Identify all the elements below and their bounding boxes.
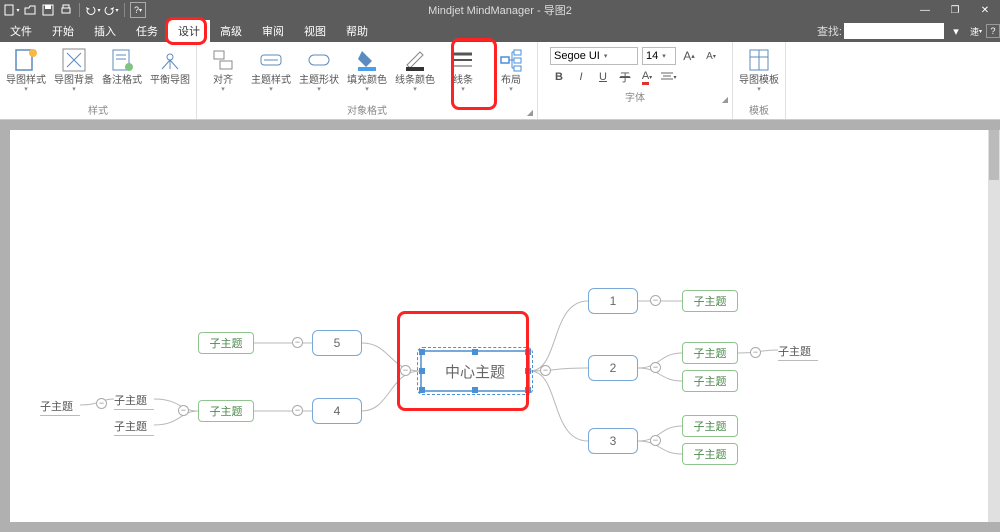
menu-start[interactable]: 开始 (42, 20, 84, 42)
align-text-button[interactable]: ▾ (660, 68, 678, 86)
menu-insert[interactable]: 插入 (84, 20, 126, 42)
sub-1[interactable]: 子主题 (682, 290, 738, 312)
underline-button[interactable]: U (594, 68, 612, 86)
collapse-cR[interactable]: − (540, 365, 551, 376)
qat-new-icon[interactable]: ▾ (4, 2, 20, 18)
note-style-button[interactable]: 备注格式 (102, 46, 142, 86)
menu-view[interactable]: 视图 (294, 20, 336, 42)
font-name-combo[interactable]: Segoe UI▾ (550, 47, 638, 65)
map-template-button[interactable]: 导图模板▾ (739, 46, 779, 93)
ribbon-group-style: 导图样式▾ 导图背景▾ 备注格式 平衡导图 样式 (0, 42, 197, 119)
layout-button[interactable]: 布局▾ (491, 46, 531, 93)
topic-style-button[interactable]: 主题样式▾ (251, 46, 291, 93)
leaf-l4a[interactable]: 子主题 (114, 392, 154, 408)
vertical-scrollbar[interactable] (988, 130, 1000, 522)
collapse-5[interactable]: − (292, 337, 303, 348)
qat-redo-icon[interactable]: ▾ (103, 2, 119, 18)
menu-task[interactable]: 任务 (126, 20, 168, 42)
menu-review[interactable]: 审阅 (252, 20, 294, 42)
shrink-font-icon[interactable]: A▾ (702, 47, 720, 65)
menu-advanced[interactable]: 高级 (210, 20, 252, 42)
sub-5[interactable]: 子主题 (198, 332, 254, 354)
node-2[interactable]: 2 (588, 355, 638, 381)
minimize-button[interactable]: — (910, 0, 940, 20)
qat-undo-icon[interactable]: ▾ (85, 2, 101, 18)
align-button[interactable]: 对齐▾ (203, 46, 243, 93)
sub-2b[interactable]: 子主题 (682, 370, 738, 392)
line-style-button[interactable]: 线条▾ (443, 46, 483, 93)
collapse-1[interactable]: − (650, 295, 661, 306)
collapse-l4a[interactable]: − (96, 398, 107, 409)
qat-help-icon[interactable]: ?▾ (130, 2, 146, 18)
menu-bar: 文件 开始 插入 任务 设计 高级 审阅 视图 帮助 查找: ▾ 速▾ ? (0, 20, 1000, 42)
search-input[interactable] (844, 23, 944, 39)
scrollbar-thumb[interactable] (989, 130, 999, 180)
sub-4[interactable]: 子主题 (198, 400, 254, 422)
ribbon-group-object: 对齐▾ 主题样式▾ 主题形状▾ 填充颜色▾ 线条颜色▾ 线条▾ 布局▾ 对象格式… (197, 42, 538, 119)
ribbon-group-template: 导图模板▾ 模板 (733, 42, 786, 119)
node-3[interactable]: 3 (588, 428, 638, 454)
menu-file[interactable]: 文件 (0, 20, 42, 42)
app-title: Mindjet MindManager - 导图2 (428, 2, 572, 18)
sub-2a[interactable]: 子主题 (682, 342, 738, 364)
grow-font-icon[interactable]: A▴ (680, 47, 698, 65)
leaf-l4c[interactable]: 子主题 (40, 398, 80, 414)
maximize-button[interactable]: ❐ (940, 0, 970, 20)
close-button[interactable]: ✕ (970, 0, 1000, 20)
bold-button[interactable]: B (550, 68, 568, 86)
menu-design[interactable]: 设计 (168, 20, 210, 42)
window-controls: — ❐ ✕ (910, 0, 1000, 20)
collapse-3[interactable]: − (650, 435, 661, 446)
title-bar: ▾ ▾ ▾ ?▾ Mindjet MindManager - 导图2 — ❐ ✕ (0, 0, 1000, 20)
sub-3a[interactable]: 子主题 (682, 415, 738, 437)
map-bg-button[interactable]: 导图背景▾ (54, 46, 94, 93)
node-5[interactable]: 5 (312, 330, 362, 356)
strike-button[interactable]: 于 (616, 68, 634, 86)
lang-icon[interactable]: 速▾ (966, 21, 986, 41)
fill-color-button[interactable]: 填充颜色▾ (347, 46, 387, 93)
topic-shape-button[interactable]: 主题形状▾ (299, 46, 339, 93)
qat-open-icon[interactable] (22, 2, 38, 18)
quick-access-toolbar: ▾ ▾ ▾ ?▾ (0, 2, 150, 18)
collapse-2a[interactable]: − (750, 347, 761, 358)
group-label-template: 模板 (739, 102, 779, 119)
line-color-button[interactable]: 线条颜色▾ (395, 46, 435, 93)
qat-print-icon[interactable] (58, 2, 74, 18)
map-style-button[interactable]: 导图样式▾ (6, 46, 46, 93)
collapse-4[interactable]: − (292, 405, 303, 416)
search-scope-icon[interactable]: ▾ (946, 21, 966, 41)
leaf-r2[interactable]: 子主题 (778, 343, 818, 359)
qat-save-icon[interactable] (40, 2, 56, 18)
ribbon-help-icon[interactable]: ? (986, 24, 1000, 38)
ribbon-group-font: Segoe UI▾ 14▾ A▴ A▾ B I U 于 A▾ ▾ 字体◢ (538, 42, 733, 119)
font-color-button[interactable]: A▾ (638, 68, 656, 86)
ribbon: 导图样式▾ 导图背景▾ 备注格式 平衡导图 样式 对齐▾ 主题样式▾ 主题形状▾… (0, 42, 1000, 120)
search-label: 查找: (817, 23, 842, 39)
center-node[interactable]: 中心主题 (420, 350, 530, 392)
node-1[interactable]: 1 (588, 288, 638, 314)
group-expand-font-icon[interactable]: ◢ (722, 95, 728, 104)
font-size-combo[interactable]: 14▾ (642, 47, 676, 65)
collapse-2[interactable]: − (650, 362, 661, 373)
sub-3b[interactable]: 子主题 (682, 443, 738, 465)
balance-map-button[interactable]: 平衡导图 (150, 46, 190, 86)
paper[interactable]: 中心主题 1 2 3 4 5 子主题 子主题 子主题 子主题 子主题 子主题 子… (10, 130, 988, 522)
italic-button[interactable]: I (572, 68, 590, 86)
canvas-area: 中心主题 1 2 3 4 5 子主题 子主题 子主题 子主题 子主题 子主题 子… (0, 120, 1000, 532)
leaf-l4b[interactable]: 子主题 (114, 418, 154, 434)
menu-help[interactable]: 帮助 (336, 20, 378, 42)
connectors (10, 130, 988, 522)
group-expand-icon[interactable]: ◢ (527, 108, 533, 117)
node-4[interactable]: 4 (312, 398, 362, 424)
group-label-font: 字体◢ (544, 89, 726, 106)
group-label-style: 样式 (6, 102, 190, 119)
collapse-g4[interactable]: − (178, 405, 189, 416)
collapse-cL[interactable]: − (400, 365, 411, 376)
group-label-object: 对象格式◢ (203, 102, 531, 119)
